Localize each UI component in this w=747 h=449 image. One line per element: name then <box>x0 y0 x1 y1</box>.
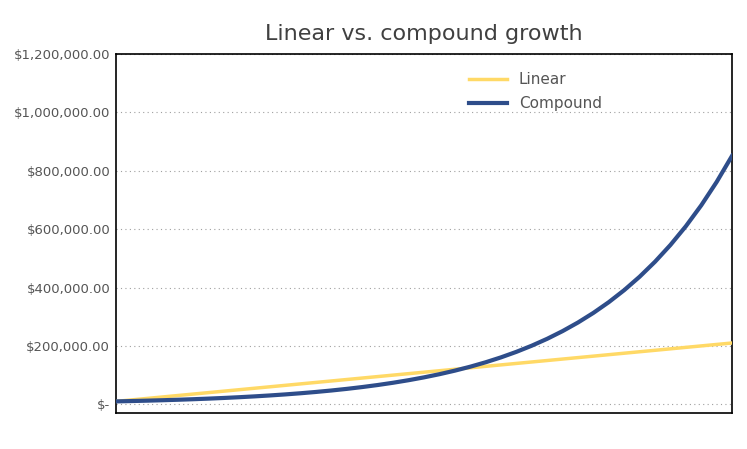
Linear <box>481 364 490 369</box>
Linear <box>204 390 213 395</box>
Compound <box>358 384 367 390</box>
Compound <box>250 394 259 399</box>
Compound <box>712 179 721 185</box>
Compound <box>435 371 444 377</box>
Linear <box>127 397 136 403</box>
Linear <box>435 368 444 374</box>
Compound <box>620 287 629 293</box>
Linear <box>666 346 675 352</box>
Linear <box>635 349 644 354</box>
Compound <box>127 398 136 404</box>
Linear <box>404 371 413 376</box>
Compound <box>219 395 228 401</box>
Compound <box>589 310 598 316</box>
Linear <box>542 358 551 363</box>
Linear <box>512 361 521 366</box>
Linear <box>712 342 721 347</box>
Line: Compound: Compound <box>116 156 732 401</box>
Linear <box>620 351 629 356</box>
Compound <box>574 320 583 325</box>
Linear <box>604 352 613 357</box>
Compound <box>142 398 151 403</box>
Compound <box>681 224 690 229</box>
Linear <box>589 353 598 359</box>
Compound <box>465 364 474 370</box>
Linear <box>281 383 290 388</box>
Legend: Linear, Compound: Linear, Compound <box>468 72 602 111</box>
Compound <box>374 382 382 387</box>
Compound <box>327 388 336 393</box>
Compound <box>635 274 644 279</box>
Linear <box>142 396 151 401</box>
Compound <box>404 378 413 383</box>
Linear <box>296 381 306 387</box>
Linear <box>235 387 244 392</box>
Compound <box>558 328 567 334</box>
Compound <box>542 336 551 342</box>
Compound <box>604 299 613 305</box>
Compound <box>512 349 521 355</box>
Compound <box>265 393 274 398</box>
Linear <box>574 355 583 360</box>
Compound <box>388 380 397 385</box>
Compound <box>481 360 490 365</box>
Compound <box>173 397 182 402</box>
Linear <box>219 388 228 394</box>
Compound <box>311 389 320 395</box>
Compound <box>450 368 459 374</box>
Linear <box>311 380 320 385</box>
Linear <box>420 370 429 375</box>
Compound <box>342 386 351 392</box>
Compound <box>420 374 429 380</box>
Linear <box>327 378 336 383</box>
Linear <box>497 362 506 368</box>
Linear <box>465 365 474 370</box>
Linear <box>358 375 367 381</box>
Linear <box>558 357 567 362</box>
Linear <box>265 384 274 389</box>
Compound <box>281 392 290 397</box>
Compound <box>651 259 660 264</box>
Compound <box>697 202 706 208</box>
Linear <box>250 386 259 391</box>
Compound <box>497 355 506 360</box>
Linear <box>527 359 536 365</box>
Linear <box>388 372 397 378</box>
Compound <box>296 391 306 396</box>
Linear <box>374 374 382 379</box>
Linear <box>697 343 706 348</box>
Linear <box>158 394 167 400</box>
Compound <box>728 153 737 158</box>
Linear <box>728 340 737 346</box>
Compound <box>235 395 244 400</box>
Linear <box>173 393 182 398</box>
Compound <box>188 396 197 402</box>
Linear <box>681 345 690 350</box>
Compound <box>527 343 536 348</box>
Linear <box>188 392 197 397</box>
Linear <box>651 348 660 353</box>
Compound <box>111 399 120 404</box>
Line: Linear: Linear <box>116 343 732 401</box>
Title: Linear vs. compound growth: Linear vs. compound growth <box>265 24 583 44</box>
Compound <box>666 242 675 248</box>
Linear <box>342 377 351 382</box>
Linear <box>111 399 120 404</box>
Compound <box>204 396 213 401</box>
Compound <box>158 397 167 403</box>
Linear <box>450 366 459 372</box>
